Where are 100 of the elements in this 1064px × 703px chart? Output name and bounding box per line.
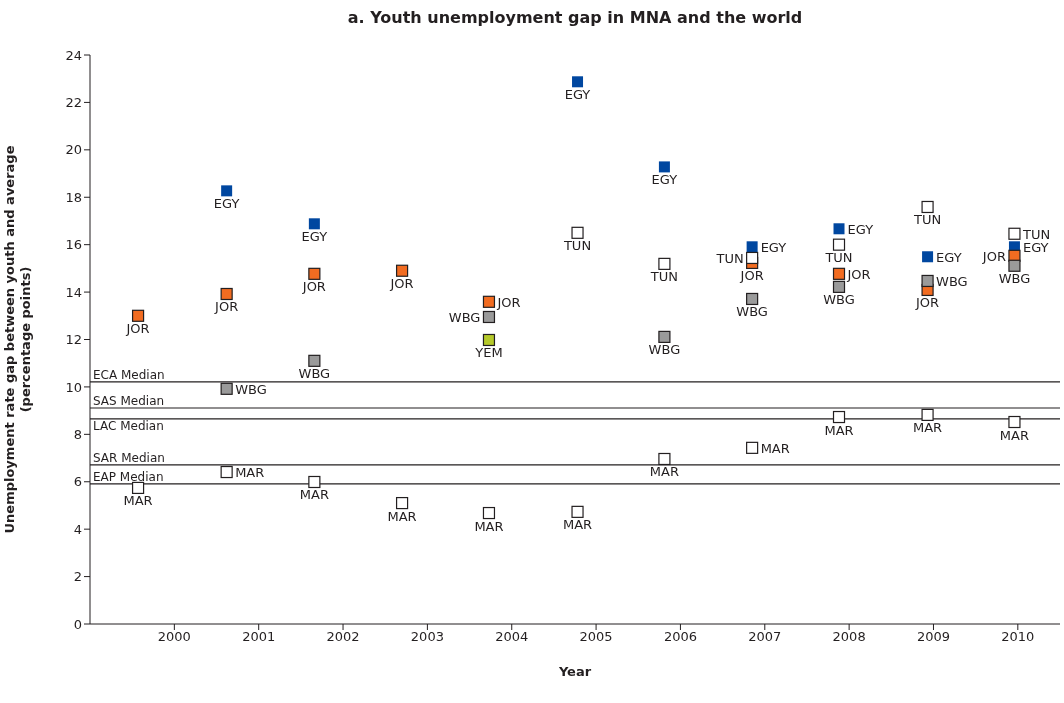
y-tick-label: 2: [73, 569, 82, 585]
point: [482, 310, 496, 324]
text: JOR: [982, 248, 1006, 264]
point: [482, 333, 496, 347]
x-tick-label: 2008: [832, 629, 866, 645]
series-label: WBG: [235, 381, 267, 397]
ref-line-label: SAS Median: [93, 394, 165, 409]
text: JOR: [302, 279, 326, 295]
text: TUN: [650, 269, 678, 285]
text: MAR: [474, 518, 504, 534]
point: [921, 408, 934, 421]
text: MAR: [562, 517, 593, 533]
text: WBG: [936, 273, 968, 289]
text: MAR: [123, 493, 153, 509]
point: [220, 465, 233, 479]
text: MAR: [999, 427, 1030, 443]
point: [572, 76, 584, 88]
point: [658, 330, 671, 343]
point: [308, 267, 321, 280]
series-label: YEM: [474, 345, 503, 361]
y-tick-label: 14: [65, 284, 82, 300]
x-tick-label: 2009: [916, 629, 951, 645]
y-tick-label: 10: [65, 379, 82, 395]
x-tick-label: 2004: [495, 629, 529, 645]
ref-line-label: ECA Median: [93, 367, 165, 382]
x-tick-label: 2003: [410, 629, 444, 645]
point: [131, 309, 145, 322]
text: JOR: [215, 299, 239, 315]
text: JOR: [916, 295, 940, 311]
point: [832, 238, 846, 251]
text: EGY: [936, 249, 962, 265]
y-tick-label: 0: [73, 616, 82, 632]
point: [220, 287, 233, 301]
x-tick-label: 2002: [326, 629, 360, 645]
series-label: JOR: [496, 294, 521, 310]
point: [395, 264, 409, 277]
x-tick-label: 2010: [1001, 629, 1035, 645]
y-tick-label: 8: [73, 426, 82, 442]
text: MAR: [387, 508, 417, 524]
text: TUN: [563, 238, 592, 254]
y-tick-label: 24: [65, 47, 82, 63]
text: JOR: [847, 266, 871, 282]
point: [1008, 415, 1021, 429]
text: TUN: [825, 250, 853, 266]
y-tick-label: 22: [65, 95, 82, 111]
point: [746, 292, 759, 306]
text: EGY: [213, 196, 240, 212]
point: [308, 475, 321, 489]
point: [308, 218, 320, 230]
text: EGY: [301, 229, 328, 245]
series-label: MAR: [235, 465, 265, 481]
point: [395, 496, 409, 510]
text: JOR: [390, 276, 414, 292]
series-label: TUN: [715, 250, 744, 266]
point: [220, 382, 233, 395]
text: WBG: [648, 342, 681, 358]
point: [832, 267, 846, 280]
ref-line-label: LAC Median: [93, 419, 164, 434]
text: EGY: [564, 87, 591, 103]
point: [1008, 227, 1021, 240]
text: MAR: [760, 440, 790, 456]
series-label: EGY: [760, 239, 787, 255]
point: [833, 223, 845, 235]
text: JOR: [740, 268, 764, 284]
y-tick-label: 12: [65, 332, 82, 348]
point: [746, 241, 758, 253]
point: [571, 505, 584, 518]
x-tick-label: 2006: [663, 629, 697, 645]
chart-title: a. Youth unemployment gap in MNA and the world: [346, 8, 804, 27]
point: [221, 185, 233, 197]
text: WBG: [823, 292, 855, 308]
point: [921, 200, 934, 214]
y-tick-label: 6: [73, 474, 82, 490]
y-tick-label: 20: [65, 142, 82, 158]
text: WBG: [298, 366, 331, 382]
text: EGY: [651, 172, 678, 188]
point: [658, 161, 670, 173]
text: MAR: [649, 464, 679, 480]
point: [921, 274, 934, 288]
point: [658, 257, 671, 270]
text: EGY: [847, 221, 874, 237]
text: TUN: [1022, 226, 1051, 242]
point: [308, 354, 321, 367]
point: [131, 481, 145, 495]
point: [832, 280, 846, 293]
text: JOR: [126, 321, 150, 337]
point: [746, 441, 759, 454]
ref-line-label: SAR Median: [93, 450, 165, 465]
x-axis-title: Year: [557, 664, 592, 679]
point: [658, 452, 671, 466]
y-tick-label: 16: [65, 237, 82, 253]
point: [832, 410, 846, 424]
text: MAR: [913, 420, 943, 436]
y-axis-title: Unemployment rate gap between youth and average (percentage points): [2, 145, 33, 534]
point: [746, 251, 759, 265]
ref-line-label: EAP Median: [93, 469, 164, 484]
text: TUN: [913, 212, 942, 228]
y-tick-label: 18: [65, 189, 82, 205]
text: MAR: [299, 487, 329, 503]
text: WBG: [998, 271, 1031, 287]
